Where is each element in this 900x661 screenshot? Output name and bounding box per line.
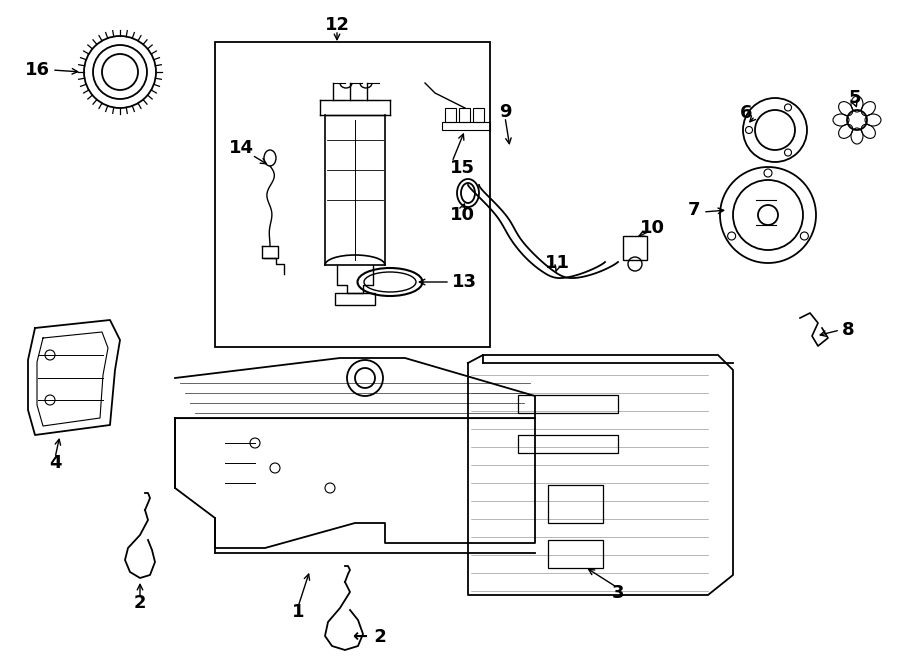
Bar bbox=[518, 435, 618, 453]
Text: 5: 5 bbox=[849, 89, 861, 107]
Bar bbox=[473, 108, 484, 122]
Text: ← 2: ← 2 bbox=[353, 628, 387, 646]
Text: 11: 11 bbox=[544, 254, 570, 272]
Text: 15: 15 bbox=[450, 159, 475, 177]
Text: 3: 3 bbox=[612, 584, 625, 602]
Text: 9: 9 bbox=[499, 103, 511, 121]
Bar bbox=[459, 108, 470, 122]
Bar bbox=[215, 42, 490, 347]
Text: 2: 2 bbox=[134, 594, 146, 612]
Bar bbox=[335, 293, 375, 305]
Text: 10: 10 bbox=[640, 219, 665, 237]
Bar bbox=[623, 236, 647, 260]
Text: 8: 8 bbox=[842, 321, 855, 339]
Text: 13: 13 bbox=[452, 273, 477, 291]
Bar bbox=[548, 485, 603, 523]
Bar bbox=[548, 540, 603, 568]
Text: 7: 7 bbox=[688, 201, 700, 219]
Text: 10: 10 bbox=[449, 206, 474, 224]
Bar bbox=[518, 395, 618, 413]
Text: 14: 14 bbox=[229, 139, 254, 157]
Bar bbox=[442, 122, 490, 130]
Text: 1: 1 bbox=[292, 603, 304, 621]
Text: 4: 4 bbox=[49, 454, 61, 472]
Text: 16: 16 bbox=[25, 61, 50, 79]
Text: 12: 12 bbox=[325, 16, 349, 34]
Text: 6: 6 bbox=[740, 104, 752, 122]
Bar bbox=[445, 108, 456, 122]
